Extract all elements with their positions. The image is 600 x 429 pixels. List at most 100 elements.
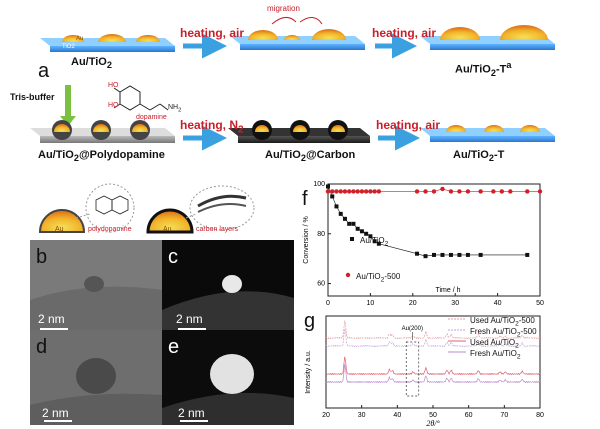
panel-label-f: f bbox=[302, 188, 308, 210]
x-tick-label: 50 bbox=[429, 412, 437, 419]
data-point bbox=[465, 252, 470, 257]
arrow3-label: heating, N2 bbox=[180, 118, 244, 136]
data-point bbox=[342, 189, 348, 194]
data-point bbox=[372, 239, 377, 244]
data-point bbox=[440, 186, 445, 192]
series-line bbox=[327, 186, 528, 257]
data-point bbox=[525, 189, 530, 194]
data-point bbox=[448, 189, 454, 194]
scale-bar bbox=[44, 420, 72, 422]
tio2-label: TiO2 bbox=[62, 44, 75, 50]
chart-xrd: 20 30 40 50 60 70 80 2θ/° Intensity / a.u. Au(200… bbox=[305, 315, 544, 428]
data-point bbox=[363, 189, 369, 194]
data-point bbox=[457, 252, 462, 257]
tem-image-e bbox=[162, 330, 294, 425]
au-particle bbox=[62, 35, 84, 42]
tem-b-scale: 2 nm bbox=[38, 312, 65, 326]
legend-g3: Used Au/TiO2 bbox=[470, 338, 519, 350]
x-tick-label: 70 bbox=[500, 412, 508, 419]
polydopamine-slab bbox=[30, 120, 175, 143]
dopamine-structure-icon bbox=[113, 85, 169, 111]
legend-g4: Fresh Au/TiO2 bbox=[470, 349, 521, 361]
legend-marker bbox=[350, 237, 354, 241]
x-tick-label: 30 bbox=[451, 300, 459, 307]
tem-d-scale: 2 nm bbox=[42, 406, 69, 420]
au-particle bbox=[98, 34, 126, 42]
carbon-layers-inset bbox=[146, 185, 255, 234]
tem-b-letter: b bbox=[36, 246, 48, 268]
ho1-label: HO bbox=[108, 82, 119, 89]
xrd-series-line bbox=[325, 364, 541, 384]
nh2-label: NH2 bbox=[168, 104, 182, 114]
tem-image-c bbox=[162, 240, 294, 330]
synthesis-scheme bbox=[30, 17, 555, 234]
x-tick-label: 0 bbox=[326, 300, 330, 307]
data-point bbox=[478, 189, 483, 194]
stage2-slab bbox=[230, 17, 365, 50]
tem-c-letter: c bbox=[168, 246, 178, 268]
polydopamine-inset bbox=[38, 183, 135, 233]
carbon-layers-label: carbon layers bbox=[196, 226, 239, 233]
arrow4-label: heating, air bbox=[376, 118, 441, 132]
data-point bbox=[368, 234, 373, 239]
stage-ta-label: Au/TiO2-Ta bbox=[455, 60, 512, 78]
x-tick-label: 60 bbox=[465, 412, 473, 419]
stage1-slab bbox=[40, 34, 175, 52]
tem-e-scale: 2 nm bbox=[178, 406, 205, 420]
data-point bbox=[432, 252, 436, 257]
scale-bar bbox=[180, 420, 208, 422]
legend-g2: Fresh Au/TiO2-500 bbox=[470, 327, 537, 339]
panel-label-a: a bbox=[38, 60, 50, 82]
legend-g1: Used Au/TiO2-500 bbox=[470, 316, 535, 328]
x-tick-label: 40 bbox=[494, 300, 502, 307]
data-point bbox=[334, 189, 339, 194]
legend-f2: Au/TiO2-500 bbox=[356, 272, 401, 284]
data-point bbox=[465, 189, 471, 194]
data-point bbox=[376, 241, 381, 246]
data-point bbox=[508, 189, 513, 194]
data-point bbox=[347, 189, 352, 194]
x-tick-label: 20 bbox=[322, 412, 330, 419]
migration-label: migration bbox=[267, 4, 300, 13]
xrd-series-line bbox=[325, 328, 541, 348]
x-tick-label: 40 bbox=[393, 412, 401, 419]
au-inset2-label: Au bbox=[163, 226, 172, 233]
y-tick-label: 80 bbox=[317, 231, 325, 238]
stage-polydopamine-label: Au/TiO2@Polydopamine bbox=[38, 149, 165, 164]
x-tick-label: 10 bbox=[367, 300, 375, 307]
data-point bbox=[326, 184, 330, 189]
data-point bbox=[478, 252, 483, 257]
ho2-label: HO bbox=[108, 102, 119, 109]
xrd-series-line bbox=[325, 320, 541, 340]
data-point bbox=[351, 189, 356, 194]
au-particle bbox=[136, 35, 160, 42]
x-tick-label: 30 bbox=[358, 412, 366, 419]
au200-box bbox=[405, 341, 420, 397]
data-point bbox=[325, 189, 331, 194]
x-tick-label: 80 bbox=[536, 412, 544, 419]
data-point bbox=[347, 221, 352, 226]
annotation-label: Au(200) bbox=[402, 326, 423, 332]
x-tick-label: 50 bbox=[536, 300, 544, 307]
data-point bbox=[372, 189, 377, 194]
data-point bbox=[330, 189, 335, 194]
data-point bbox=[334, 204, 339, 209]
data-point bbox=[431, 189, 437, 194]
tem-c-scale: 2 nm bbox=[176, 312, 203, 326]
tem-d-letter: d bbox=[36, 336, 48, 358]
data-point bbox=[368, 189, 373, 194]
tem-e-letter: e bbox=[168, 336, 180, 358]
y-tick-label: 60 bbox=[317, 281, 325, 288]
data-point bbox=[499, 189, 505, 194]
y-axis-label: Conversion / % bbox=[303, 216, 310, 263]
arrow1-label: heating, air bbox=[180, 26, 245, 40]
chart-conversion: 0 10 20 30 40 50 60 80 100 Time / h Conversion / % bbox=[303, 181, 544, 307]
data-point bbox=[423, 254, 428, 259]
x-axis-label: Time / h bbox=[435, 287, 460, 294]
data-point bbox=[351, 221, 356, 226]
data-point bbox=[457, 189, 462, 194]
data-point bbox=[359, 189, 365, 194]
au-inset1-label: Au bbox=[55, 226, 64, 233]
data-point bbox=[415, 251, 420, 256]
tris-buffer-label: Tris-buffer bbox=[10, 92, 55, 102]
